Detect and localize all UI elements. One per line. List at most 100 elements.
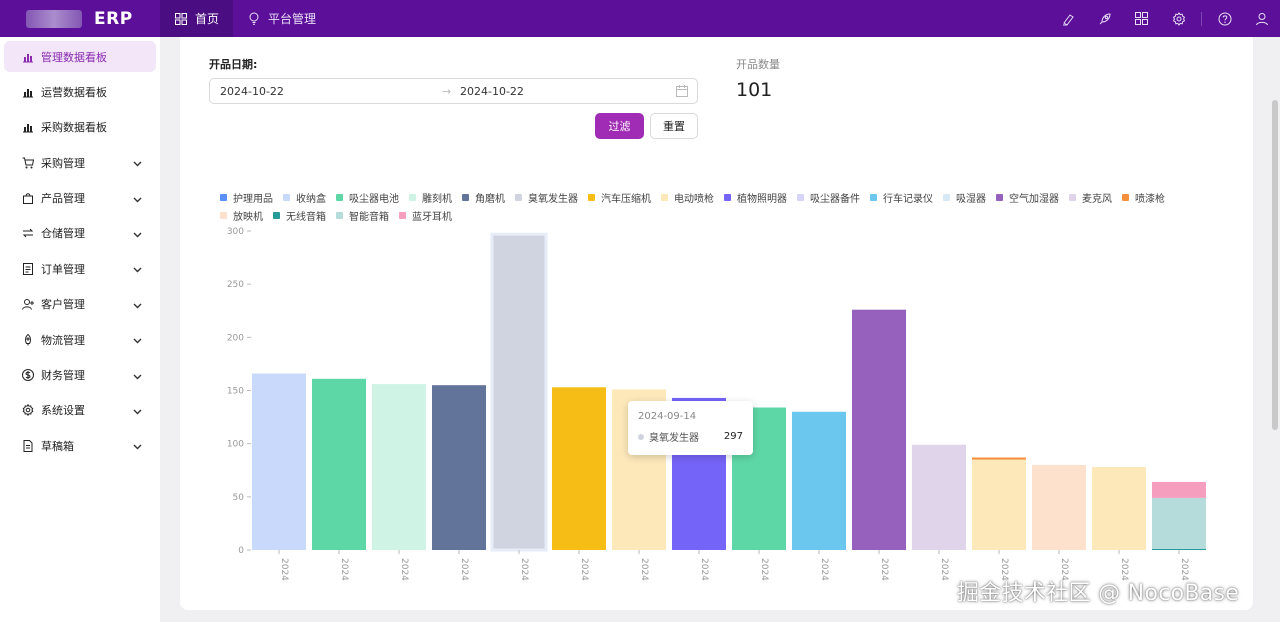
legend-label: 吸尘器电池 [349,194,399,205]
sidebar-item[interactable]: 产品管理 [4,183,156,214]
bar [792,411,846,550]
y-tick-label: 0 [238,546,244,556]
top-bar: ERP 首页 平台管理 [0,0,1280,37]
sidebar-item[interactable]: 采购管理 [4,147,156,178]
bar-chart-icon [22,121,34,133]
nav-platform-label: 平台管理 [268,12,317,26]
sidebar-item[interactable]: 运营数据看板 [4,76,156,107]
legend-item[interactable]: 吸尘器电池 [336,190,399,205]
help-icon[interactable] [1206,0,1243,37]
order-icon [22,262,34,275]
reset-button[interactable]: 重置 [650,113,698,139]
sidebar-item[interactable]: 草稿箱 [4,430,156,461]
legend-item[interactable]: 智能音箱 [336,208,389,223]
legend-item[interactable]: 空气加湿器 [996,190,1059,205]
bar [1152,481,1206,498]
filter-button[interactable]: 过滤 [595,113,644,139]
chevron-down-icon [133,299,142,312]
legend-item[interactable]: 植物照明器 [724,190,787,205]
legend-item[interactable]: 蓝牙耳机 [399,208,452,223]
nav-platform[interactable]: 平台管理 [233,0,330,37]
sidebar-item-label: 仓储管理 [41,227,85,241]
logo[interactable]: ERP [0,0,160,37]
legend-swatch [409,194,416,201]
sidebar-item[interactable]: 采购数据看板 [4,112,156,143]
legend-item[interactable]: 无线音箱 [273,208,326,223]
highlight-icon[interactable] [1049,0,1086,37]
sidebar-item-label: 财务管理 [41,369,85,383]
chart-legend: 护理用品 收纳盒 吸尘器电池 雕刻机 角磨机 臭氧发生器 汽车压缩机 电动喷枪 植物照明器 吸尘器… [220,190,1220,223]
legend-label: 空气加湿器 [1009,194,1059,205]
sidebar-item[interactable]: 客户管理 [4,289,156,320]
apps-icon[interactable] [1123,0,1160,37]
bar [852,309,906,550]
setting-icon[interactable] [1160,0,1197,37]
dashboard-icon [174,12,188,26]
legend-item[interactable]: 电动喷枪 [661,190,714,205]
tooltip-date: 2024-09-14 [638,411,697,422]
y-tick-label: 150 [227,387,244,397]
chevron-down-icon [133,263,142,276]
legend-label: 吸尘器备件 [810,194,860,205]
sidebar-item-label: 采购数据看板 [41,121,107,135]
bar [972,457,1026,460]
date-range-picker[interactable]: 2024-10-22 → 2024-10-22 [209,78,698,104]
file-icon [22,439,34,452]
legend-item[interactable]: 放映机 [220,208,263,223]
sidebar-item-label: 订单管理 [41,262,85,276]
legend-label: 喷漆枪 [1135,194,1165,205]
legend-item[interactable]: 汽车压缩机 [588,190,651,205]
nav-home[interactable]: 首页 [160,0,234,37]
user-add-icon [22,298,34,310]
shopping-icon [22,192,34,205]
x-tick-label: 2024 [519,558,529,581]
rocket-icon [22,333,34,346]
legend-item[interactable]: 吸尘器备件 [797,190,860,205]
y-tick-label: 200 [227,333,244,343]
sidebar-item[interactable]: 管理数据看板 [4,41,156,72]
bar [372,384,426,550]
bar [1152,548,1206,550]
legend-item[interactable]: 雕刻机 [409,190,452,205]
legend-swatch [588,194,595,201]
sidebar-item[interactable]: 订单管理 [4,253,156,284]
legend-swatch [220,194,227,201]
bulb-icon [247,12,261,26]
bar [1152,497,1206,549]
user-icon[interactable] [1243,0,1280,37]
sidebar-item-label: 产品管理 [41,192,85,206]
legend-label: 放映机 [233,212,263,223]
chevron-down-icon [133,334,142,347]
legend-item[interactable]: 行车记录仪 [870,190,933,205]
legend-item[interactable]: 收纳盒 [283,190,326,205]
legend-item[interactable]: 麦克风 [1069,190,1112,205]
rocket-icon[interactable] [1086,0,1123,37]
calendar-icon[interactable] [676,85,688,100]
legend-item[interactable]: 吸湿器 [943,190,986,205]
legend-item[interactable]: 角磨机 [462,190,505,205]
swap-icon [22,227,34,239]
bar [312,378,366,550]
legend-item[interactable]: 护理用品 [220,190,273,205]
sidebar-item[interactable]: 物流管理 [4,324,156,355]
sidebar-item[interactable]: 仓储管理 [4,218,156,249]
legend-swatch [462,194,469,201]
sidebar-item-label: 管理数据看板 [41,50,107,64]
chevron-down-icon [133,193,142,206]
legend-label: 智能音箱 [349,212,389,223]
x-tick-label: 2024 [759,558,769,581]
bar [912,444,966,550]
sidebar-item-label: 草稿箱 [41,439,74,453]
legend-label: 臭氧发生器 [528,194,578,205]
chevron-down-icon [133,228,142,241]
sidebar-item[interactable]: 财务管理 [4,360,156,391]
sidebar-item[interactable]: 系统设置 [4,395,156,426]
legend-item[interactable]: 臭氧发生器 [515,190,578,205]
bar [252,373,306,550]
page-scrollbar[interactable] [1272,100,1278,430]
date-start-input[interactable]: 2024-10-22 [220,84,284,98]
x-tick-label: 2024 [699,558,709,581]
legend-item[interactable]: 喷漆枪 [1122,190,1165,205]
date-end-input[interactable]: 2024-10-22 [460,84,524,98]
legend-label: 植物照明器 [737,194,787,205]
